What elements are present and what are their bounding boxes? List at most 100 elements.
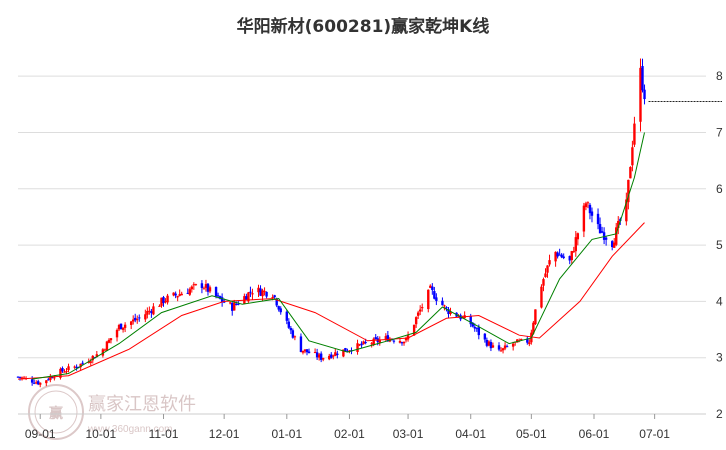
candle-body	[542, 279, 545, 286]
candle-body	[427, 289, 430, 310]
candle-body	[443, 305, 446, 307]
candle-body	[503, 345, 507, 349]
candle-body	[229, 302, 232, 304]
candle-body	[279, 308, 282, 313]
candle-body	[301, 350, 305, 353]
candle-body	[245, 296, 248, 300]
x-tick-label: 10-01	[86, 427, 117, 441]
candle-body	[516, 339, 519, 343]
candle-body	[558, 254, 561, 256]
candle-body	[53, 377, 56, 379]
candle-body	[631, 147, 634, 166]
x-tick-label: 07-01	[639, 427, 670, 441]
candle-body	[360, 343, 363, 346]
candle-body	[641, 66, 644, 91]
candle-body	[194, 284, 198, 286]
candle-body	[441, 300, 444, 306]
y-tick-label: 8	[716, 69, 723, 83]
candle-body	[89, 361, 92, 363]
x-tick-label: 05-01	[516, 427, 547, 441]
candle-body	[429, 285, 432, 288]
watermark-brand: 赢家江恩软件	[88, 393, 196, 415]
candle-body	[433, 291, 436, 299]
candle-body	[374, 337, 377, 339]
x-tick-label: 01-01	[271, 427, 302, 441]
candle-body	[134, 317, 137, 321]
candle-body	[362, 341, 365, 345]
candle-body	[45, 380, 48, 384]
candle-body	[319, 353, 323, 360]
candle-body	[511, 343, 515, 347]
candle-body	[330, 354, 333, 358]
candle-body	[22, 377, 26, 379]
watermark-logo-inner-ring	[34, 390, 78, 434]
candle-body	[164, 301, 167, 303]
candle-body	[204, 284, 208, 288]
candle-body	[356, 343, 359, 353]
candle-body	[146, 310, 149, 315]
candle-body	[303, 349, 307, 352]
candle-body	[109, 338, 113, 341]
candle-body	[91, 355, 94, 361]
candle-body	[344, 347, 347, 352]
candle-body	[162, 297, 165, 304]
candle-body	[586, 202, 590, 204]
candle-body	[65, 371, 68, 373]
candle-body	[105, 341, 109, 351]
candle-body	[144, 314, 147, 320]
candle-body	[598, 224, 602, 234]
candle-body	[499, 350, 503, 352]
candle-body	[588, 204, 592, 214]
candle-body	[67, 366, 70, 371]
candle-body	[265, 291, 268, 297]
candle-body	[392, 340, 396, 342]
candle-body	[400, 342, 404, 344]
candle-body	[237, 303, 240, 305]
candle-body	[412, 324, 416, 336]
candle-body	[332, 355, 335, 357]
candle-body	[261, 290, 264, 297]
candle-body	[643, 89, 646, 100]
x-tick-label: 09-01	[25, 427, 56, 441]
candle-body	[132, 319, 135, 322]
candle-body	[317, 354, 321, 358]
candle-body	[404, 338, 408, 341]
candle-body	[273, 295, 276, 298]
x-tick-label: 06-01	[579, 427, 610, 441]
candle-body	[107, 339, 111, 343]
candle-body	[214, 287, 218, 297]
candle-body	[435, 297, 438, 301]
candle-body	[47, 379, 50, 381]
candle-body	[233, 302, 236, 311]
candle-body	[431, 286, 434, 290]
candle-body	[560, 254, 563, 258]
candle-body	[257, 287, 260, 293]
candle-body	[576, 233, 580, 240]
candle-body	[34, 382, 38, 384]
candle-body	[249, 291, 252, 293]
candle-body	[190, 286, 194, 290]
candle-body	[386, 335, 390, 342]
candle-body	[639, 67, 642, 122]
grid-layer	[18, 75, 706, 359]
candle-body	[61, 368, 64, 372]
candle-body	[180, 293, 183, 296]
candle-body	[534, 309, 537, 324]
candle-body	[554, 251, 557, 262]
candle-body	[421, 307, 424, 309]
candle-body	[174, 293, 177, 296]
candle-body	[384, 336, 388, 340]
candle-body	[313, 352, 317, 354]
ma-short-line	[32, 132, 645, 380]
candle-body	[251, 293, 254, 295]
candle-body	[121, 327, 125, 330]
candle-body	[600, 231, 604, 233]
candle-body	[178, 294, 181, 296]
candle-body	[129, 321, 133, 325]
candle-body	[445, 307, 448, 309]
candle-body	[81, 362, 84, 364]
candle-body	[469, 316, 472, 325]
candle-body	[117, 325, 121, 330]
candle-body	[546, 265, 549, 273]
